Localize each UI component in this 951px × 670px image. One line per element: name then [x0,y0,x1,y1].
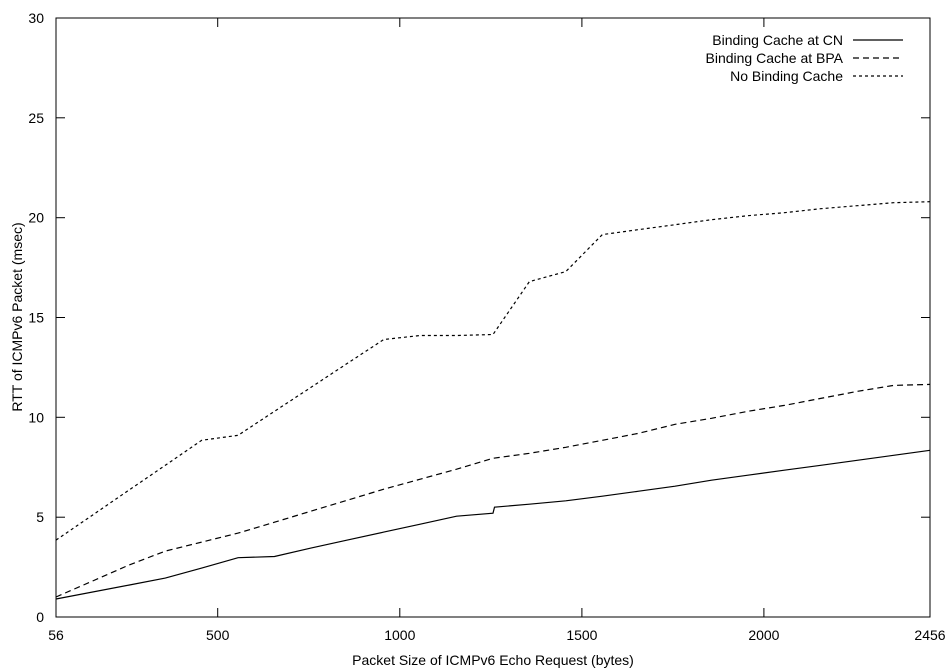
x-tick-label: 2000 [748,627,779,643]
legend-label-1: Binding Cache at CN [712,32,843,48]
plot-frame [55,17,931,618]
y-tick-label: 15 [28,310,44,326]
x-tick-label: 500 [206,627,230,643]
y-tick-label: 0 [36,609,44,625]
x-tick-label: 56 [48,627,64,643]
x-tick-label: 1500 [566,627,597,643]
y-tick-label: 10 [28,409,44,425]
legend-label-3: No Binding Cache [730,68,843,84]
series-line-2 [55,383,931,598]
y-tick-label: 30 [28,10,44,26]
legend: Binding Cache at CN Binding Cache at BPA N… [706,32,903,84]
x-axis-label: Packet Size of ICMPv6 Echo Request (byte… [352,652,634,668]
series-line-3 [55,201,931,541]
y-tick-label: 5 [36,509,44,525]
series-layer [55,201,931,600]
series-line-1 [55,449,931,600]
axis-ticks: 56 500 1000 1500 2000 2456 0 5 10 15 20 25 30 [28,10,945,643]
x-tick-label: 1000 [384,627,415,643]
x-tick-label: 2456 [914,627,945,643]
legend-label-2: Binding Cache at BPA [706,50,844,66]
y-tick-label: 20 [28,210,44,226]
y-tick-label: 25 [28,110,44,126]
y-axis-label: RTT of ICMPv6 Packet (msec) [9,222,25,411]
